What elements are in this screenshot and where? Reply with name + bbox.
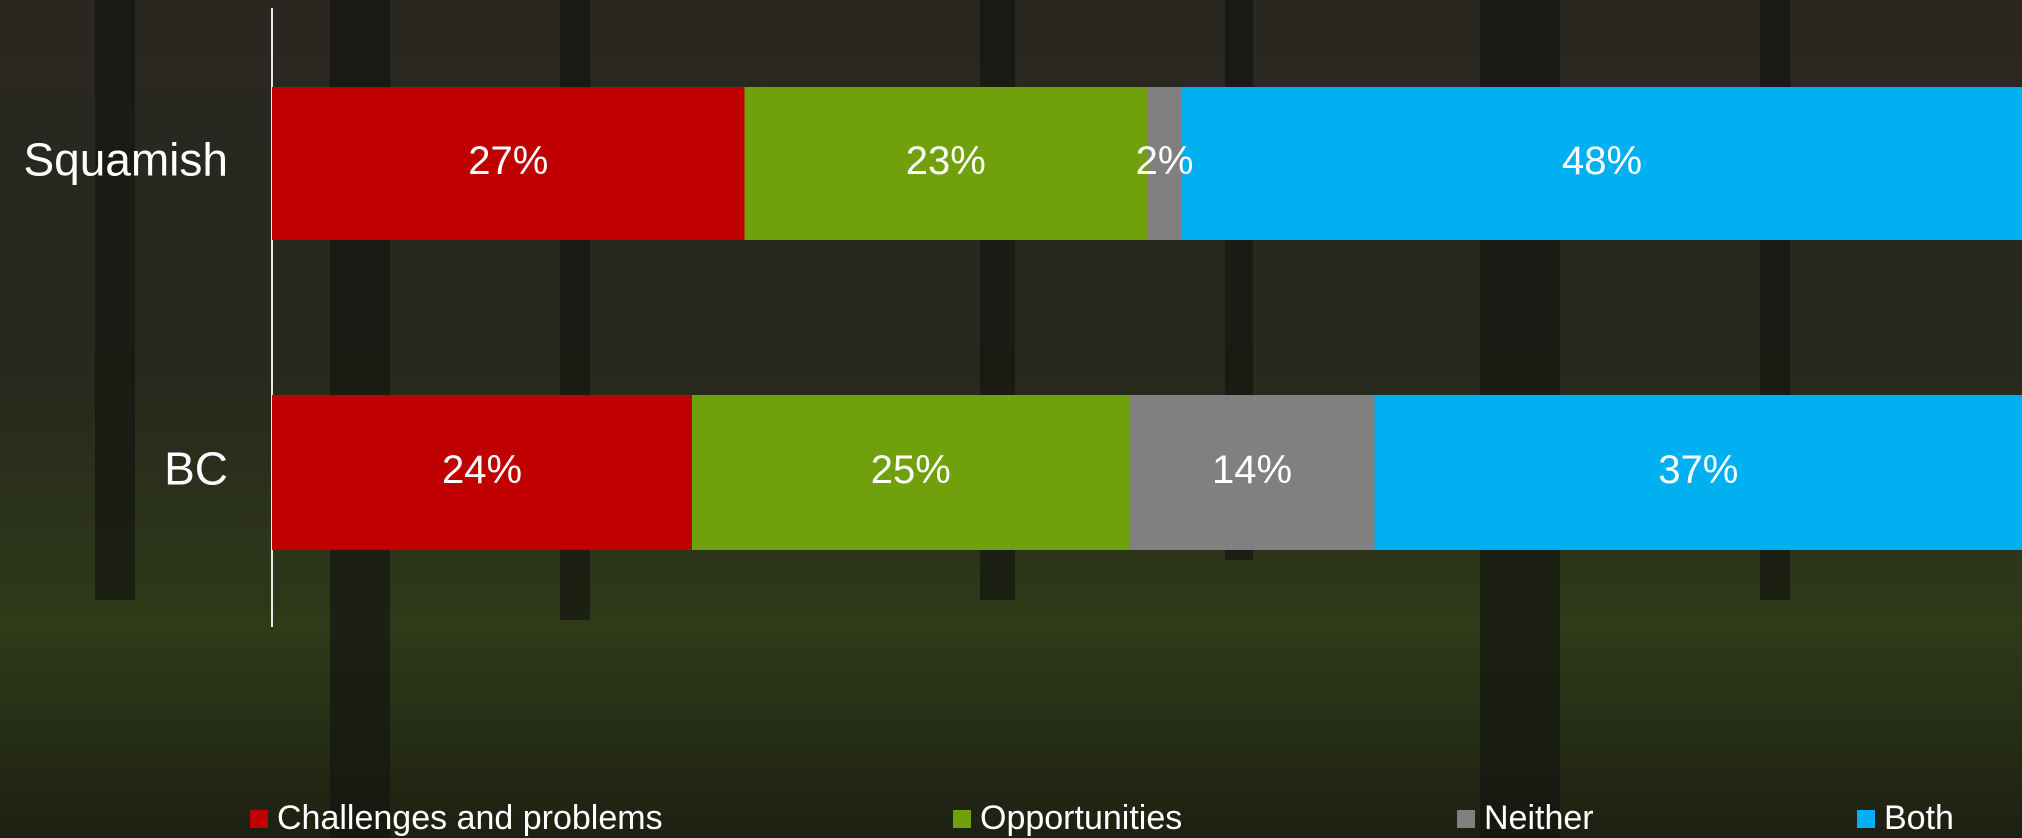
legend-label: Neither [1484, 799, 1594, 837]
value-label: 27% [468, 139, 548, 183]
page: Squamish 27% 23% 2% 48% BC 24% 25% 14% 37% Challen… [0, 0, 2022, 838]
legend-label: Both [1884, 799, 1954, 837]
value-label: 25% [871, 448, 951, 492]
value-label: 14% [1212, 448, 1292, 492]
value-label: 2% [1136, 139, 1194, 183]
value-label: 37% [1658, 448, 1738, 492]
value-label: 23% [906, 139, 986, 183]
legend-swatch [1457, 810, 1475, 828]
legend-swatch [250, 810, 268, 828]
category-label: BC [164, 443, 228, 495]
legend-swatch [1857, 810, 1875, 828]
legend-swatch [953, 810, 971, 828]
legend-label: Opportunities [980, 799, 1182, 837]
chart: Squamish 27% 23% 2% 48% BC 24% 25% 14% 37% Challen… [0, 0, 2022, 838]
legend-label: Challenges and problems [277, 799, 663, 837]
category-label: Squamish [23, 134, 228, 186]
value-label: 24% [442, 448, 522, 492]
value-label: 48% [1562, 139, 1642, 183]
